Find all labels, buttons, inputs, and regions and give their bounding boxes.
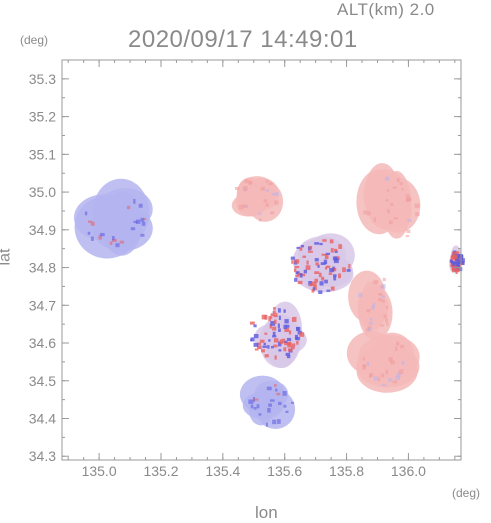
x-tick-label: 135.8	[329, 463, 364, 479]
echo-band-middle	[290, 233, 355, 294]
y-tick-label: 35.3	[29, 71, 56, 87]
y-tick-label: 34.6	[29, 335, 56, 351]
echo-southeast-red	[346, 331, 420, 393]
echo-south-blue	[239, 375, 296, 430]
y-tick-label: 35.2	[29, 109, 56, 125]
echo-east-edge	[449, 245, 465, 274]
x-axis-label: lon	[255, 503, 278, 522]
altitude-label: ALT(km) 2.0	[337, 0, 435, 19]
x-tick-label: 136.0	[391, 463, 426, 479]
y-tick-label: 34.7	[29, 297, 56, 313]
plot-frame	[61, 59, 462, 461]
y-tick-label: 34.4	[29, 410, 56, 426]
y-unit-label: (deg)	[20, 33, 49, 47]
echo-north-center	[231, 176, 284, 222]
echo-northwest-cluster	[73, 178, 153, 259]
x-tick-label: 135.6	[267, 463, 302, 479]
timestamp-title: 2020/09/17 14:49:01	[128, 26, 358, 53]
y-tick-label: 34.5	[29, 373, 56, 389]
y-tick-label: 34.8	[29, 260, 56, 276]
x-tick-label: 135.4	[205, 463, 240, 479]
x-unit-label: (deg)	[452, 486, 481, 500]
echo-east-center	[348, 270, 393, 341]
y-tick-label: 35.0	[29, 184, 56, 200]
y-tick-label: 35.1	[29, 146, 56, 162]
echo-central-mixed	[249, 301, 307, 369]
x-tick-label: 135.0	[82, 463, 117, 479]
x-tick-label: 135.2	[143, 463, 178, 479]
y-tick-label: 34.9	[29, 222, 56, 238]
echo-northeast-large	[356, 163, 421, 239]
y-tick-label: 34.3	[29, 448, 56, 464]
